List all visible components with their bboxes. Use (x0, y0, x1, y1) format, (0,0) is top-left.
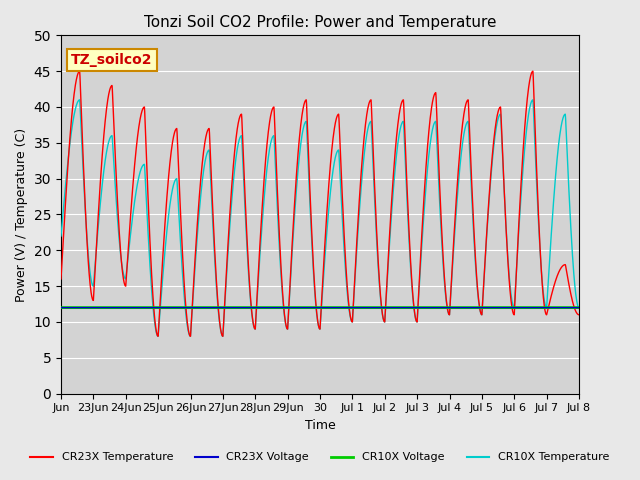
Title: Tonzi Soil CO2 Profile: Power and Temperature: Tonzi Soil CO2 Profile: Power and Temper… (144, 15, 496, 30)
Text: TZ_soilco2: TZ_soilco2 (72, 53, 153, 67)
X-axis label: Time: Time (305, 419, 335, 432)
Legend: CR23X Temperature, CR23X Voltage, CR10X Voltage, CR10X Temperature: CR23X Temperature, CR23X Voltage, CR10X … (26, 448, 614, 467)
Y-axis label: Power (V) / Temperature (C): Power (V) / Temperature (C) (15, 127, 28, 301)
